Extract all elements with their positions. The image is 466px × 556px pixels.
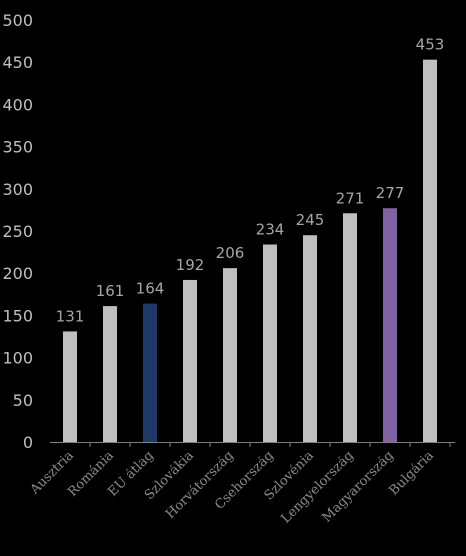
bars — [63, 59, 437, 442]
y-tick-label: 500 — [2, 11, 33, 30]
data-label: 192 — [176, 256, 205, 274]
bar — [143, 303, 157, 442]
bar — [183, 279, 197, 442]
data-label: 164 — [136, 280, 165, 298]
bar — [223, 268, 237, 442]
data-labels: 131 161 164 192 206 234 245 271 277 453 — [56, 36, 445, 326]
data-label: 234 — [256, 221, 285, 239]
y-tick-label: 300 — [2, 180, 33, 199]
y-tick-label: 200 — [2, 264, 33, 283]
data-label: 206 — [216, 244, 245, 262]
data-label: 453 — [416, 36, 445, 54]
bar — [63, 331, 77, 442]
y-axis: 0 50 100 150 200 250 300 350 400 450 500 — [2, 11, 33, 452]
y-tick-label: 50 — [13, 391, 33, 410]
y-tick-label: 250 — [2, 222, 33, 241]
bar — [303, 235, 317, 442]
y-tick-label: 350 — [2, 138, 33, 157]
y-tick-label: 450 — [2, 53, 33, 72]
y-tick-label: 150 — [2, 306, 33, 325]
bar — [343, 213, 357, 442]
data-label: 271 — [336, 189, 365, 207]
bar — [263, 244, 277, 442]
bar — [103, 306, 117, 442]
y-tick-label: 100 — [2, 349, 33, 368]
data-label: 131 — [56, 307, 85, 325]
bar — [383, 208, 397, 442]
y-tick-label: 0 — [23, 433, 33, 452]
y-tick-label: 400 — [2, 95, 33, 114]
bar — [423, 59, 437, 442]
data-label: 277 — [376, 184, 405, 202]
data-label: 161 — [96, 282, 125, 300]
data-label: 245 — [296, 211, 325, 229]
